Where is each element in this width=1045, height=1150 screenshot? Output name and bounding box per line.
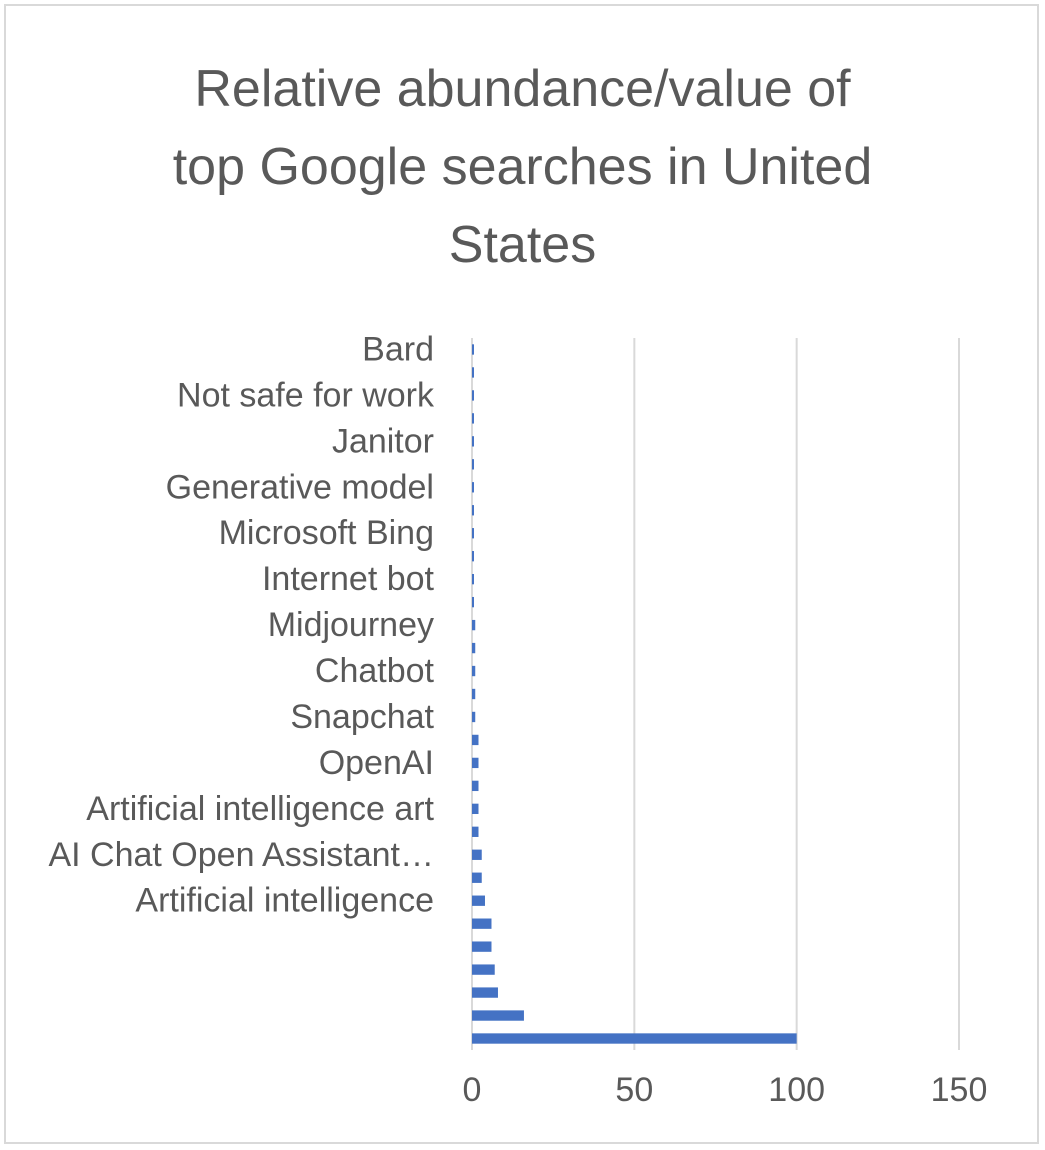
bar bbox=[472, 734, 479, 746]
y-axis-label: Bard bbox=[362, 330, 434, 368]
y-axis-label: Generative model bbox=[166, 468, 434, 506]
y-axis-label: Janitor bbox=[332, 422, 434, 460]
gridlines bbox=[471, 338, 960, 1050]
bar bbox=[472, 551, 474, 562]
chart-frame bbox=[4, 4, 1039, 1144]
bar bbox=[472, 390, 474, 401]
bar bbox=[472, 482, 474, 493]
bar bbox=[472, 872, 482, 883]
bar bbox=[472, 505, 474, 516]
bar bbox=[472, 941, 492, 952]
bar bbox=[472, 1033, 797, 1044]
bar bbox=[472, 918, 492, 929]
bar bbox=[472, 757, 479, 769]
y-axis-label: Artificial intelligence art bbox=[86, 790, 434, 828]
bar bbox=[472, 619, 476, 631]
bar bbox=[472, 459, 474, 470]
bar bbox=[472, 1010, 524, 1021]
bars bbox=[472, 344, 797, 1044]
bar bbox=[472, 528, 474, 539]
bar bbox=[472, 665, 476, 677]
bar bbox=[472, 849, 482, 860]
bar bbox=[472, 803, 479, 815]
y-axis-labels: Bard Not safe for work Janitor Generative m… bbox=[48, 330, 435, 919]
y-axis-label: Midjourney bbox=[268, 606, 434, 644]
bar bbox=[472, 413, 474, 424]
bar bbox=[472, 642, 476, 654]
y-axis-label: Chatbot bbox=[315, 652, 435, 690]
chart-title-line-1: Relative abundance/value of bbox=[194, 60, 851, 118]
bar bbox=[472, 573, 474, 585]
x-axis-tick-label: 50 bbox=[615, 1071, 653, 1109]
bar bbox=[472, 964, 495, 975]
y-axis-label: AI Chat Open Assistant… bbox=[48, 836, 434, 874]
bar bbox=[472, 596, 474, 608]
y-axis-label: Not safe for work bbox=[177, 376, 435, 414]
y-axis-label: Internet bot bbox=[262, 560, 435, 598]
y-axis-label: Snapchat bbox=[290, 698, 434, 736]
bar bbox=[472, 895, 485, 906]
bar bbox=[472, 436, 474, 447]
x-axis-tick-label: 100 bbox=[768, 1071, 825, 1109]
x-axis-ticks: 0 50 100 150 bbox=[463, 1071, 988, 1109]
bar bbox=[472, 826, 479, 837]
bar bbox=[472, 711, 476, 723]
y-axis-label: Artificial intelligence bbox=[135, 882, 434, 920]
bar bbox=[472, 780, 479, 792]
x-axis-tick-label: 150 bbox=[931, 1071, 988, 1109]
bar bbox=[472, 688, 476, 700]
y-axis-label: Microsoft Bing bbox=[219, 514, 434, 552]
y-axis-label: OpenAI bbox=[319, 744, 434, 782]
chart-title-line-2: top Google searches in United bbox=[172, 138, 873, 196]
chart-title-line-3: States bbox=[448, 216, 597, 274]
bar bbox=[472, 344, 474, 355]
x-axis-tick-label: 0 bbox=[463, 1071, 482, 1109]
bar bbox=[472, 987, 498, 998]
chart-title: Relative abundance/value of top Google s… bbox=[0, 50, 1045, 284]
bar bbox=[472, 367, 474, 378]
